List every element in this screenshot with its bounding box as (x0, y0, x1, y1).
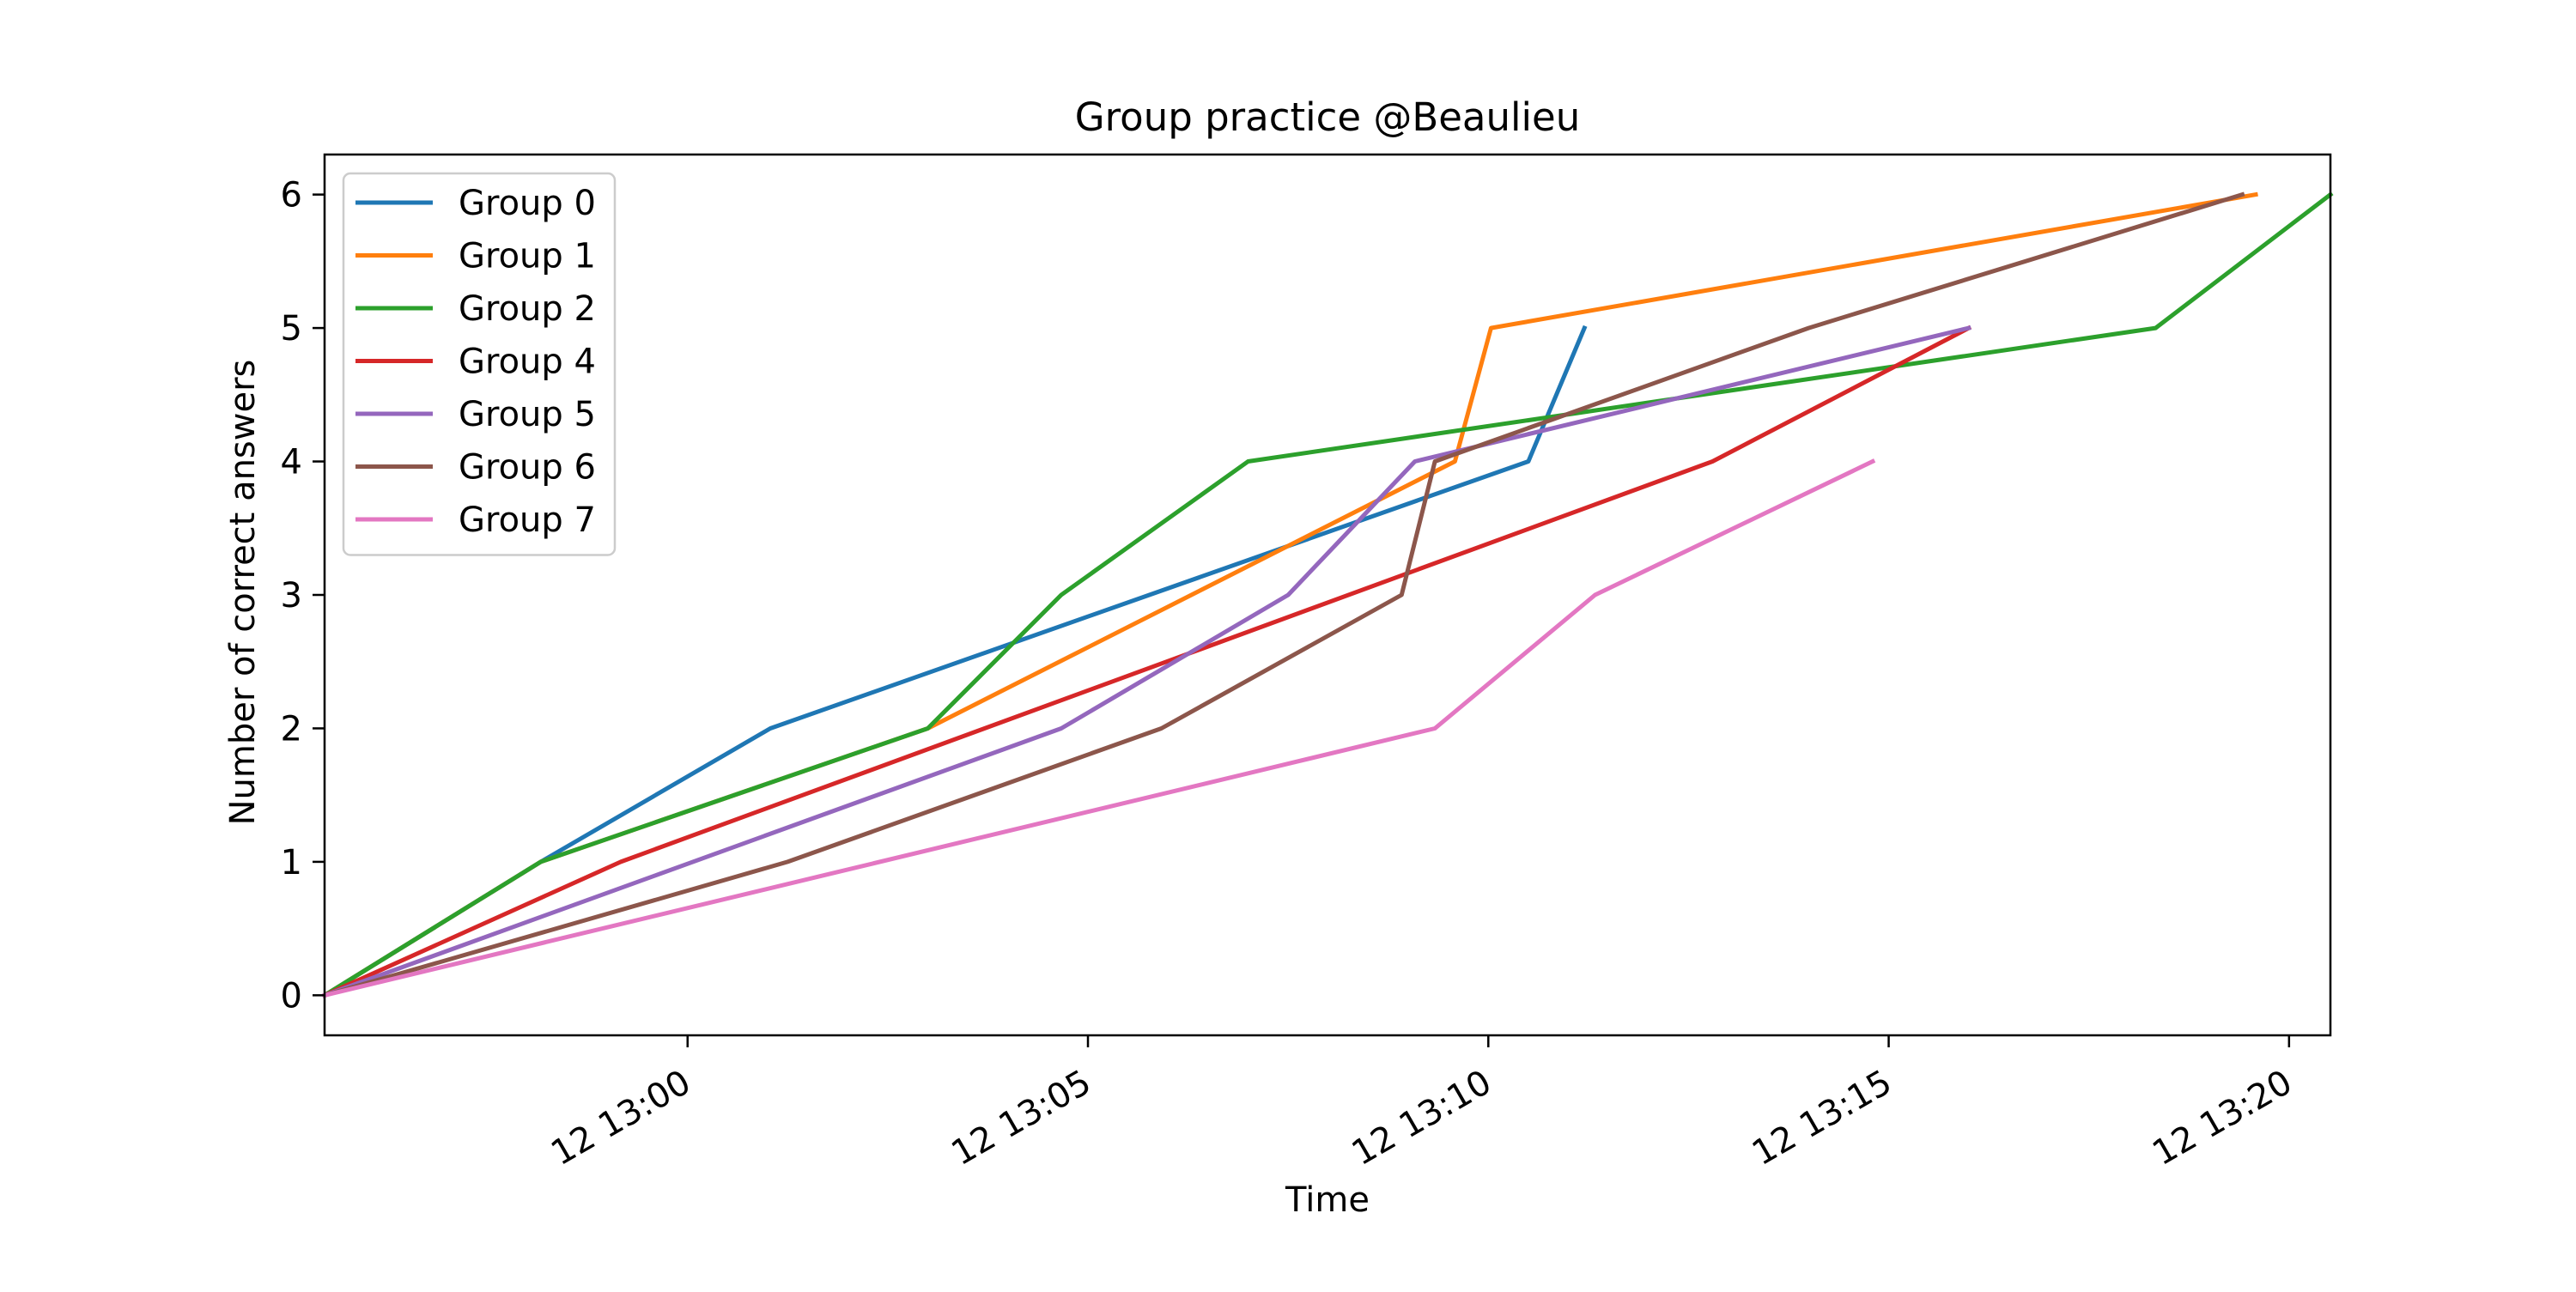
legend-label: Group 4 (459, 343, 596, 382)
y-tick-label: 5 (281, 309, 302, 349)
legend-label: Group 2 (459, 289, 596, 329)
legend-label: Group 7 (459, 500, 596, 540)
series-line-group-7 (321, 458, 1876, 998)
series-line-group-5 (321, 325, 1971, 998)
y-tick-label: 3 (281, 576, 302, 616)
series-layer (321, 191, 2334, 998)
legend-label: Group 6 (459, 448, 596, 488)
y-tick-label: 1 (281, 843, 302, 883)
legend: Group 0 Group 1 Group 2 Group 4 Group 5 Group… (342, 172, 617, 556)
legend-label: Group 0 (459, 184, 596, 223)
y-tick-label: 2 (281, 709, 302, 749)
y-tick-label: 6 (281, 176, 302, 215)
y-axis-ticks: 0 1 2 3 4 5 6 (281, 176, 325, 1016)
x-axis-label: Time (1285, 1180, 1370, 1220)
y-axis-label: Number of correct answers (223, 360, 263, 826)
series-line-group-2 (321, 191, 2334, 998)
legend-box (342, 172, 617, 556)
chart-title: Group practice @Beaulieu (1075, 94, 1580, 140)
y-tick-label: 4 (281, 443, 302, 482)
legend-label: Group 5 (459, 395, 596, 434)
series-line-group-6 (321, 191, 2245, 998)
y-tick-label: 0 (281, 976, 302, 1016)
series-line-group-4 (321, 325, 1972, 998)
legend-label: Group 1 (459, 237, 596, 276)
